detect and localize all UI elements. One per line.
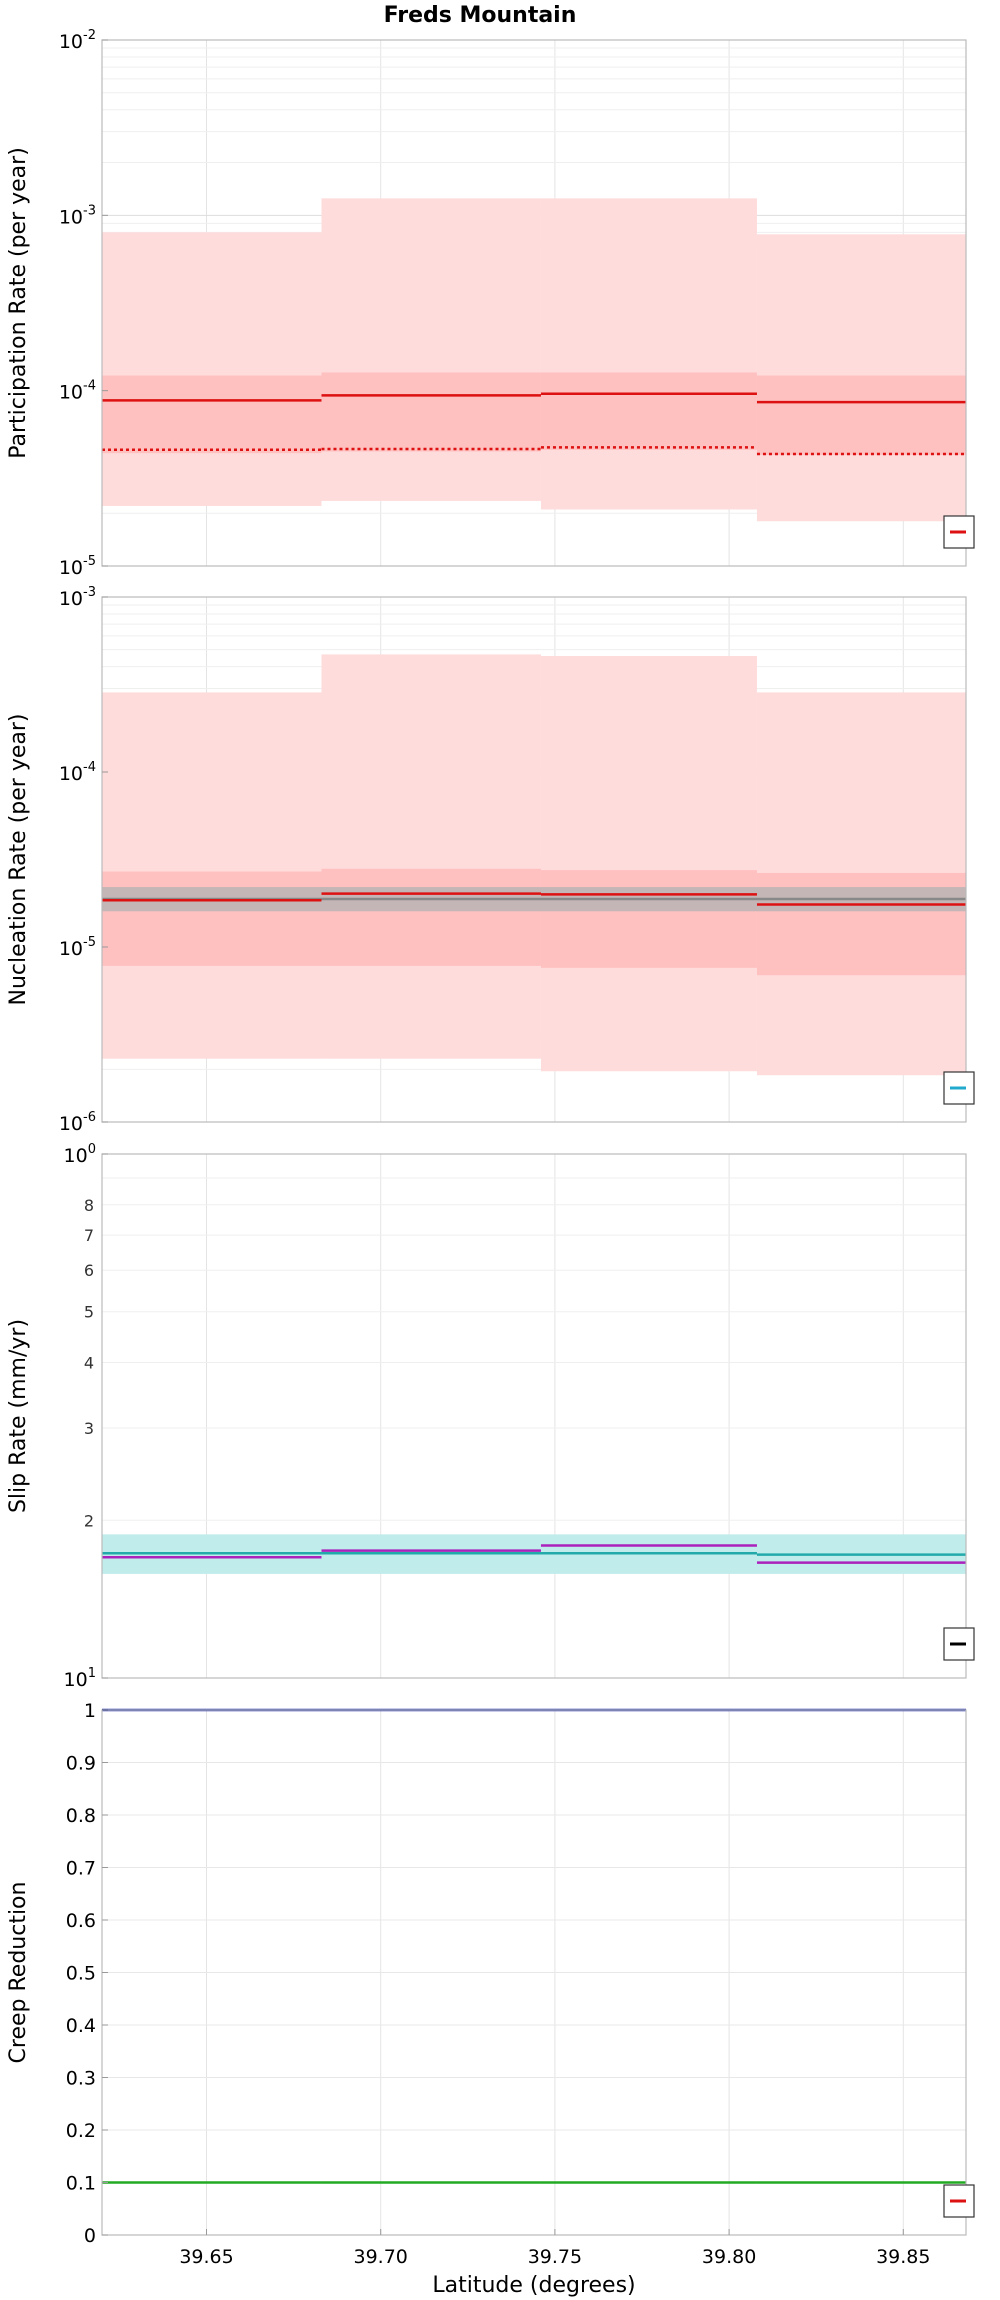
y-tick-exponent: -4 bbox=[83, 760, 96, 775]
y-axis-label: Creep Reduction bbox=[6, 1882, 31, 2064]
panel-4: 0 0.1 0.2 0.3 0.4 0.5 0.6 0.7 0.8 0.9 1 39.65 39.70 3… bbox=[6, 1700, 975, 2298]
plot-area bbox=[102, 1154, 966, 1678]
x-axis-label: Latitude (degrees) bbox=[432, 2273, 635, 2298]
y-axis-label: Participation Rate (per year) bbox=[6, 147, 31, 459]
y-tick-label: 10-3 bbox=[59, 203, 96, 228]
x-tick-label: 39.85 bbox=[876, 2246, 930, 2268]
y-tick-label: 0.3 bbox=[66, 2068, 96, 2090]
y-minor-tick-label: 5 bbox=[84, 1303, 94, 1322]
y-tick-exponent: -5 bbox=[83, 935, 96, 950]
x-tick-label: 39.70 bbox=[354, 2246, 408, 2268]
band-2-segment bbox=[540, 870, 757, 968]
y-axis-label: Slip Rate (mm/yr) bbox=[6, 1319, 31, 1513]
y-tick-label: 1 bbox=[84, 1700, 96, 1722]
y-tick-base: 10 bbox=[64, 1145, 88, 1167]
y-tick-label: 100 bbox=[64, 1142, 96, 1167]
y-tick-label: 0.8 bbox=[66, 1805, 96, 1827]
y-tick-base: 10 bbox=[59, 1113, 83, 1135]
band-1-segment bbox=[102, 232, 322, 506]
y-tick-base: 10 bbox=[59, 31, 83, 53]
y-tick-label: 0.5 bbox=[66, 1963, 96, 1985]
y-minor-tick-label: 2 bbox=[84, 1511, 94, 1530]
band-2-segment bbox=[102, 375, 322, 454]
y-tick-label: 101 bbox=[64, 1666, 96, 1691]
y-tick-exponent: -6 bbox=[83, 1110, 96, 1125]
y-tick-label: 10-2 bbox=[59, 28, 96, 53]
y-tick-base: 10 bbox=[59, 763, 83, 785]
band-2-segment bbox=[540, 372, 757, 450]
y-tick-label: 0.9 bbox=[66, 1753, 96, 1775]
y-tick-exponent: -3 bbox=[83, 585, 96, 600]
y-tick-label: 10-5 bbox=[59, 935, 96, 960]
y-tick-base: 10 bbox=[59, 382, 83, 404]
band-1-segment bbox=[540, 656, 757, 1072]
y-tick-exponent: 0 bbox=[88, 1142, 96, 1157]
band-1-segment bbox=[321, 198, 541, 501]
y-tick-label: 10-4 bbox=[59, 760, 96, 785]
y-tick-label: 0.7 bbox=[66, 1858, 96, 1880]
x-tick-label: 39.75 bbox=[528, 2246, 582, 2268]
y-tick-label: 0.4 bbox=[66, 2015, 96, 2037]
y-tick-label: 10-6 bbox=[59, 1110, 96, 1135]
x-tick-label: 39.80 bbox=[702, 2246, 756, 2268]
band-2-segment bbox=[321, 868, 541, 966]
y-tick-label: 0.6 bbox=[66, 1910, 96, 1932]
y-axis-label: Nucleation Rate (per year) bbox=[6, 714, 31, 1006]
y-minor-tick-label: 8 bbox=[84, 1196, 94, 1215]
band-1-segment bbox=[321, 654, 541, 1059]
y-tick-exponent: -2 bbox=[83, 28, 96, 43]
band-1-segment bbox=[540, 198, 757, 510]
plot-frame bbox=[101, 1153, 967, 1679]
plot-frame bbox=[101, 596, 967, 1123]
band-2-segment bbox=[321, 372, 541, 452]
y-tick-exponent: -5 bbox=[83, 554, 96, 569]
y-tick-label: 0.2 bbox=[66, 2120, 96, 2142]
y-tick-label: 0.1 bbox=[66, 2173, 96, 2195]
band-2-segment bbox=[756, 375, 966, 455]
y-tick-base: 10 bbox=[59, 557, 83, 579]
y-minor-tick-label: 3 bbox=[84, 1419, 94, 1438]
y-tick-base: 10 bbox=[64, 1669, 88, 1691]
y-minor-tick-label: 4 bbox=[84, 1354, 94, 1373]
plot-frame bbox=[101, 39, 967, 567]
y-tick-label: 0 bbox=[84, 2225, 96, 2247]
y-tick-base: 10 bbox=[59, 206, 83, 228]
y-tick-exponent: -3 bbox=[83, 203, 96, 218]
y-minor-tick-label: 7 bbox=[84, 1226, 94, 1245]
y-tick-label: 10-4 bbox=[59, 379, 96, 404]
y-tick-exponent: -4 bbox=[83, 379, 96, 394]
band-2-segment bbox=[102, 871, 322, 966]
y-minor-tick-label: 6 bbox=[84, 1261, 94, 1280]
y-tick-label: 10-3 bbox=[59, 585, 96, 610]
y-tick-label: 10-5 bbox=[59, 554, 96, 579]
x-tick-label: 39.65 bbox=[179, 2246, 233, 2268]
y-tick-base: 10 bbox=[59, 588, 83, 610]
y-tick-base: 10 bbox=[59, 938, 83, 960]
chart-title: Freds Mountain bbox=[384, 3, 577, 28]
y-tick-exponent: 1 bbox=[88, 1666, 96, 1681]
